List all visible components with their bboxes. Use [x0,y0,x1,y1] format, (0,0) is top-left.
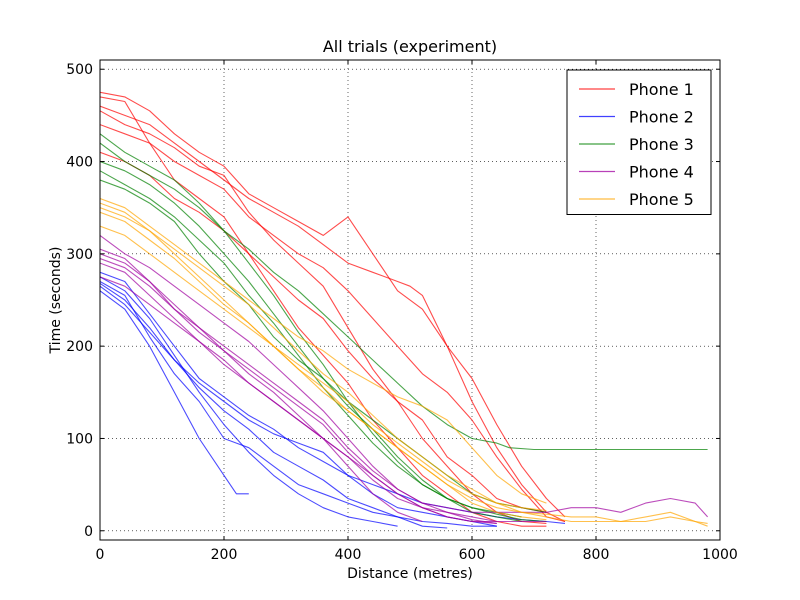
x-tick-label: 0 [96,547,105,563]
y-tick-label: 200 [66,339,93,355]
legend-label: Phone 2 [629,108,694,127]
x-tick-label: 800 [583,547,610,563]
series-line [100,211,547,521]
series-line [100,276,398,527]
x-tick-label: 600 [459,547,486,563]
chart-title: All trials (experiment) [323,37,497,56]
series-line [100,225,547,512]
y-tick-label: 300 [66,247,93,263]
series-line [100,91,566,518]
legend: Phone 1 Phone 2 Phone 3 Phone 4 Phone 5 [566,69,712,215]
legend-box [566,69,712,215]
series-line [100,105,566,522]
x-axis-title: Distance (metres) [347,566,473,582]
series-line [100,207,708,527]
series-line [100,202,708,524]
series-line [100,285,497,527]
series-line [100,170,522,518]
plot-frame [99,59,721,541]
series-line [100,276,497,523]
legend-label: Phone 4 [629,163,694,182]
legend-label: Phone 5 [629,190,694,209]
series-line [100,282,448,529]
series-line [100,142,708,451]
ticks: 0 200 400 600 800 1000 0 100 200 300 400 500 [66,60,738,563]
y-tick-label: 0 [84,524,93,540]
y-tick-label: 100 [66,431,93,447]
y-axis-title: Time (seconds) [48,247,64,355]
x-tick-label: 400 [335,547,362,563]
legend-label: Phone 3 [629,135,694,154]
series-5 [100,197,708,527]
series-4 [100,234,709,524]
series-line [100,290,249,495]
y-tick-label: 400 [66,155,93,171]
series-layer [100,91,709,529]
x-tick-label: 1000 [702,547,738,563]
series-line [100,257,497,524]
legend-label: Phone 1 [629,80,694,99]
series-line [100,124,566,523]
series-line [100,133,522,523]
series-line [100,281,497,527]
series-line [100,197,547,504]
series-1 [100,91,566,527]
series-line [100,151,547,513]
y-tick-label: 500 [66,62,93,78]
x-tick-label: 200 [211,547,238,563]
